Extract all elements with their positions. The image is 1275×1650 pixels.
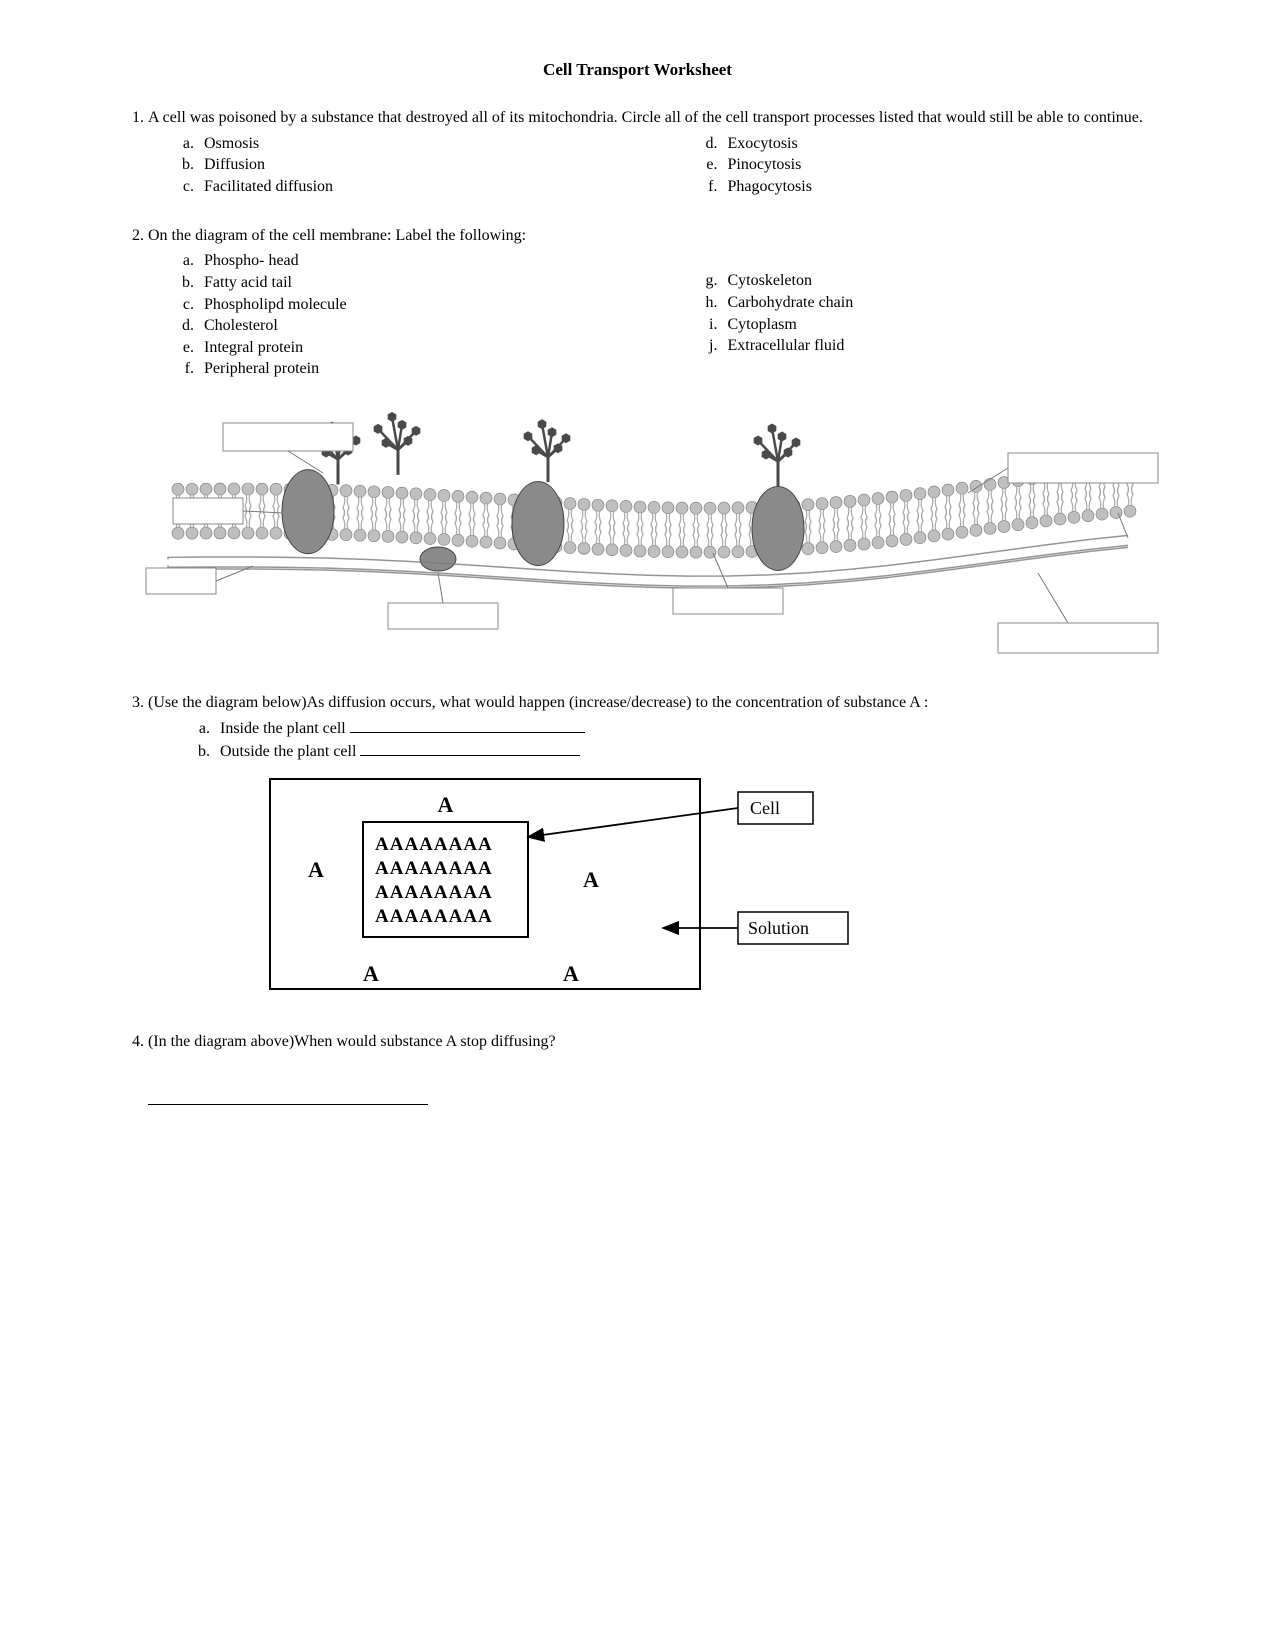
svg-text:Solution: Solution	[748, 918, 809, 938]
q2-options-right: Cytoskeleton Carbohydrate chain Cytoplas…	[672, 270, 1156, 356]
q2-opt-a: Phospho- head	[198, 250, 632, 272]
q1-opt-c: Facilitated diffusion	[198, 176, 632, 198]
membrane-diagram	[138, 398, 1155, 665]
q3-prompt: (Use the diagram below)As diffusion occu…	[148, 694, 928, 711]
q2-opt-f: Peripheral protein	[198, 358, 632, 380]
q1-prompt: A cell was poisoned by a substance that …	[148, 109, 1143, 126]
q3-sub: Inside the plant cell Outside the plant …	[148, 716, 1155, 763]
q2-prompt: On the diagram of the cell membrane: Lab…	[148, 227, 526, 244]
q2-opt-i: Cytoplasm	[722, 314, 1156, 336]
question-list: A cell was poisoned by a substance that …	[120, 108, 1155, 1112]
q1-options-right: Exocytosis Pinocytosis Phagocytosis	[672, 133, 1156, 198]
q4-blank[interactable]	[148, 1088, 428, 1105]
question-1: A cell was poisoned by a substance that …	[148, 108, 1155, 198]
svg-text:AAAAAAAA: AAAAAAAA	[375, 858, 493, 879]
svg-text:AAAAAAAA: AAAAAAAA	[375, 882, 493, 903]
svg-text:AAAAAAAA: AAAAAAAA	[375, 834, 493, 855]
q3-a-blank[interactable]	[350, 716, 585, 733]
svg-text:AAAAAAAA: AAAAAAAA	[375, 906, 493, 927]
svg-text:Cell: Cell	[750, 798, 780, 818]
diffusion-diagram: AAAAAAAAAAAAAAAAAAAAAAAAAAAAAAAAAAAAACel…	[268, 777, 1155, 1004]
q1-opt-d: Exocytosis	[722, 133, 1156, 155]
q1-opt-b: Diffusion	[198, 154, 632, 176]
q3-b: Outside the plant cell	[214, 739, 1155, 763]
q2-opt-h: Carbohydrate chain	[722, 292, 1156, 314]
svg-text:A: A	[563, 961, 579, 986]
q3-a: Inside the plant cell	[214, 716, 1155, 740]
q2-opt-e: Integral protein	[198, 337, 632, 359]
q2-opt-c: Phospholipd molecule	[198, 294, 632, 316]
question-4: (In the diagram above)When would substan…	[148, 1032, 1155, 1113]
question-2: On the diagram of the cell membrane: Lab…	[148, 226, 1155, 665]
svg-text:A: A	[308, 857, 324, 882]
q2-opt-d: Cholesterol	[198, 315, 632, 337]
q1-opt-e: Pinocytosis	[722, 154, 1156, 176]
q2-options-left: Phospho- head Fatty acid tail Phospholip…	[148, 250, 632, 380]
q1-opt-a: Osmosis	[198, 133, 632, 155]
q1-opt-f: Phagocytosis	[722, 176, 1156, 198]
q2-opt-b: Fatty acid tail	[198, 272, 632, 294]
q3-a-text: Inside the plant cell	[220, 720, 346, 737]
q2-opt-j: Extracellular fluid	[722, 335, 1156, 357]
svg-text:A: A	[438, 792, 454, 817]
q1-options-left: Osmosis Diffusion Facilitated diffusion	[148, 133, 632, 198]
question-3: (Use the diagram below)As diffusion occu…	[148, 693, 1155, 1004]
q3-b-text: Outside the plant cell	[220, 743, 356, 760]
q2-opt-g: Cytoskeleton	[722, 270, 1156, 292]
q4-prompt: (In the diagram above)When would substan…	[148, 1033, 556, 1050]
page-title: Cell Transport Worksheet	[120, 60, 1155, 80]
svg-text:A: A	[583, 867, 599, 892]
q3-b-blank[interactable]	[360, 739, 580, 756]
svg-text:A: A	[363, 961, 379, 986]
